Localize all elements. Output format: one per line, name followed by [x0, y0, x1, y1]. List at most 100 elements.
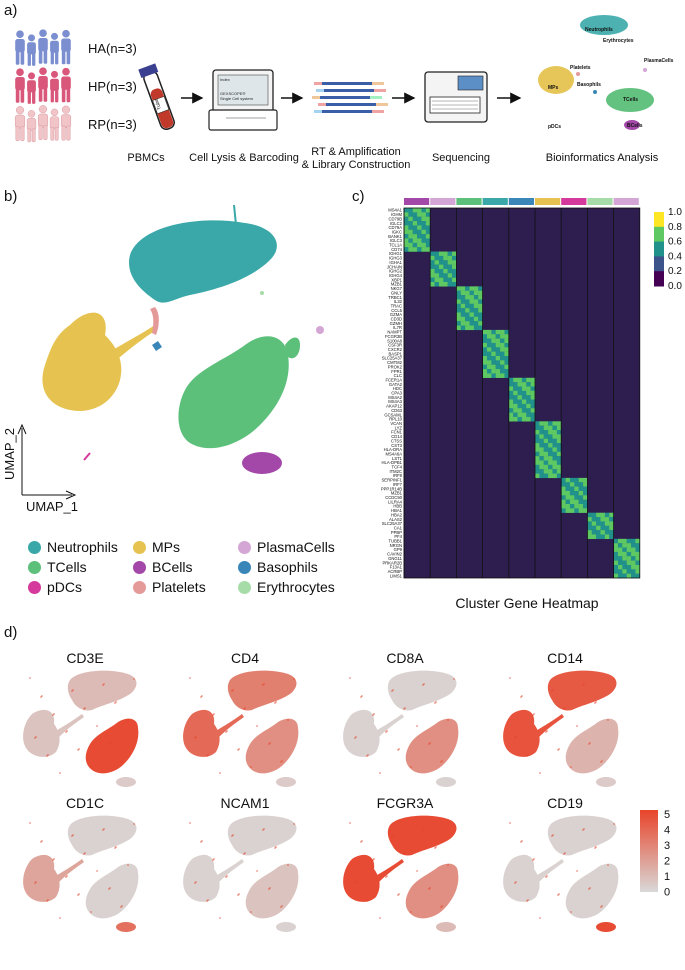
gene-label: CD79B: [389, 216, 403, 221]
heatmap-cell: [556, 434, 562, 439]
heatmap-cell: [635, 551, 640, 557]
feature-plot-fcgr3a: [343, 815, 459, 932]
heatmap-frame: [403, 207, 641, 579]
feature-expression-dot: [96, 725, 98, 727]
feature-expression-dot: [613, 823, 615, 825]
heatmap-cell: [552, 438, 558, 444]
gene-label: LST1: [392, 456, 403, 461]
heatmap-cell: [452, 277, 457, 283]
legend-dot: [133, 560, 146, 574]
heatmap-cell: [425, 229, 431, 235]
heatmap-cell: [548, 451, 553, 457]
heatmap-cell: [591, 517, 597, 522]
heatmap-cell: [412, 221, 418, 226]
gene-label: MZB1: [391, 491, 403, 496]
feature-tcells: [405, 863, 459, 919]
feature-plot-title: CD14: [547, 650, 583, 666]
heatmap-cell: [508, 408, 514, 413]
heatmap-cell: [452, 260, 457, 265]
heatmap-cell: [473, 290, 479, 296]
heatmap-cell: [517, 412, 523, 418]
heatmap-cell: [482, 342, 488, 348]
heatmap-cell: [504, 369, 509, 374]
heatmap-cell: [421, 208, 427, 213]
heatmap-cell: [491, 329, 496, 335]
heatmap-cell: [513, 412, 518, 418]
heatmap-cell: [626, 538, 632, 544]
heatmap-cell: [543, 438, 549, 444]
feature-plot-title: CD19: [547, 795, 583, 811]
heatmap-cell: [430, 268, 435, 274]
heatmap-cell: [478, 325, 483, 331]
heatmap-cell: [486, 329, 492, 335]
step-sequencing: Sequencing: [431, 152, 491, 164]
gene-label: VCAN: [390, 421, 402, 426]
heatmap-cell: [626, 556, 632, 561]
legend-label: Platelets: [152, 579, 206, 595]
heatmap-cell: [443, 268, 448, 274]
heatmap-cell: [569, 477, 575, 483]
feature-bcells: [436, 777, 456, 787]
feature-plot-cd14: [503, 670, 619, 787]
heatmap-cell: [613, 573, 619, 579]
feature-bcells: [436, 922, 456, 932]
feature-neutrophils: [67, 670, 137, 711]
heatmap-cell: [578, 495, 584, 500]
heatmap-colorbar-tick: 0.4: [668, 251, 682, 262]
feature-expression-dot: [280, 906, 282, 908]
heatmap-cell: [421, 216, 427, 222]
heatmap-cell: [631, 547, 636, 553]
heatmap-cell: [478, 316, 483, 322]
heatmap-cell: [587, 517, 592, 522]
group-hp-label: HP(n=3): [88, 79, 137, 94]
heatmap-cell: [478, 290, 483, 296]
heatmap-cell: [548, 456, 553, 461]
heatmap-cell: [421, 234, 427, 239]
heatmap-cell: [404, 208, 409, 213]
feature-expression-dot: [114, 847, 116, 849]
feature-tcells: [245, 863, 299, 919]
heatmap-cell: [526, 408, 531, 413]
feature-expression-dot: [379, 917, 381, 919]
heatmap-colorbar-tick: 0.2: [668, 266, 682, 277]
heatmap-cell: [565, 504, 571, 509]
heatmap-cell: [604, 517, 610, 522]
heatmap-cell: [631, 564, 636, 570]
feature-expression-dot: [59, 772, 61, 774]
heatmap-cell: [469, 299, 475, 304]
heatmap-cell: [622, 556, 627, 561]
heatmap-cell: [412, 216, 418, 222]
heatmap-cell: [556, 460, 562, 466]
heatmap-cell: [517, 399, 523, 405]
feature-mps: [183, 854, 220, 902]
heatmap-cell: [412, 229, 418, 235]
heatmap-cell: [609, 530, 614, 535]
legend-label: Neutrophils: [47, 539, 118, 555]
feature-expression-dot: [212, 714, 214, 716]
feature-expression-dot: [274, 702, 276, 704]
feature-expression-dot: [403, 853, 405, 855]
tube-label: Tube: [154, 98, 164, 111]
gene-heatmap: MS4A1IGHMCD79BIGLC2CD79AIGKCBANK1IGLC3TC…: [381, 198, 682, 579]
gene-label: F13A1: [390, 565, 403, 570]
heatmap-cell: [495, 360, 501, 365]
heatmap-cell: [574, 504, 579, 509]
feature-expression-dot: [557, 894, 559, 896]
feature-expression-dot: [385, 731, 387, 733]
heatmap-cell: [591, 512, 597, 518]
heatmap-cell: [504, 347, 509, 352]
feature-expression-dot: [250, 766, 252, 768]
legend-dot: [238, 540, 251, 554]
heatmap-cell: [417, 225, 422, 230]
heatmap-cell: [417, 216, 422, 222]
heatmap-cell: [617, 543, 623, 548]
gene-label: CTSS: [391, 438, 402, 443]
heatmap-cell: [491, 338, 496, 344]
feature-expression-dot: [434, 847, 436, 849]
gene-label: HBA1: [391, 508, 403, 513]
gene-label: PPBP: [391, 530, 402, 535]
heatmap-cell: [412, 212, 418, 217]
heatmap-cell: [535, 430, 540, 435]
heatmap-cell: [613, 569, 619, 574]
gene-label: IGHG2: [389, 269, 403, 274]
